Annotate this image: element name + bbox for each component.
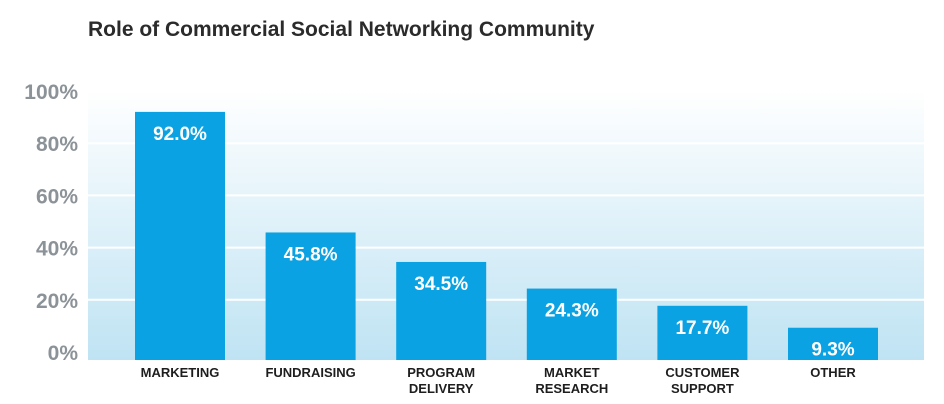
x-tick-label-line: PROGRAM — [407, 365, 475, 380]
x-tick-label: MARKETING — [141, 365, 220, 380]
bar-value-label: 34.5% — [414, 274, 468, 295]
x-tick-label: FUNDRAISING — [265, 365, 355, 380]
bar-marketing — [135, 111, 225, 360]
chart-title: Role of Commercial Social Networking Com… — [88, 18, 595, 41]
x-tick-label-line: MARKET — [544, 365, 600, 380]
bar-value-label: 17.7% — [675, 318, 729, 339]
bar-fundraising — [265, 232, 356, 360]
bar-other — [788, 327, 878, 360]
x-tick-label-line: RESEARCH — [535, 381, 608, 396]
gridlines — [88, 90, 924, 301]
bar-market-research — [526, 288, 617, 360]
x-tick-label-line: CUSTOMER — [665, 365, 740, 380]
x-tick-label-line: DELIVERY — [409, 381, 474, 396]
x-tick-label-line: FUNDRAISING — [265, 365, 355, 380]
x-tick-label: OTHER — [810, 365, 856, 380]
x-tick-label-line: SUPPORT — [671, 381, 734, 396]
x-tick-label: CUSTOMER SUPPORT — [665, 365, 740, 396]
x-tick-label: PROGRAM DELIVERY — [407, 365, 475, 396]
bar-value-label: 45.8% — [284, 244, 338, 265]
x-axis: MARKETING FUNDRAISING PROGRAM DELIVERY MARKE… — [141, 365, 857, 396]
bar-value-label: 92.0% — [153, 124, 207, 145]
bar-value-label: 24.3% — [545, 301, 599, 322]
bars: 92.0% 45.8% 34.5% 24.3% 17.7% 9.3% — [135, 111, 878, 361]
y-axis: 0% 20% 40% 60% 80% 100% — [24, 81, 78, 365]
x-tick-label-line: MARKETING — [141, 365, 220, 380]
x-tick-label-line: OTHER — [810, 365, 856, 380]
y-tick-label: 80% — [36, 133, 78, 156]
bar-customer-support — [657, 305, 748, 360]
plot-background — [88, 90, 924, 360]
y-tick-label: 60% — [36, 185, 78, 208]
y-tick-label: 0% — [48, 342, 79, 365]
y-tick-label: 40% — [36, 238, 78, 261]
bar-program-delivery — [396, 261, 487, 360]
bar-value-label: 9.3% — [811, 340, 854, 361]
x-tick-label: MARKET RESEARCH — [535, 365, 608, 396]
y-tick-label: 20% — [36, 290, 78, 313]
y-tick-label: 100% — [24, 81, 78, 104]
